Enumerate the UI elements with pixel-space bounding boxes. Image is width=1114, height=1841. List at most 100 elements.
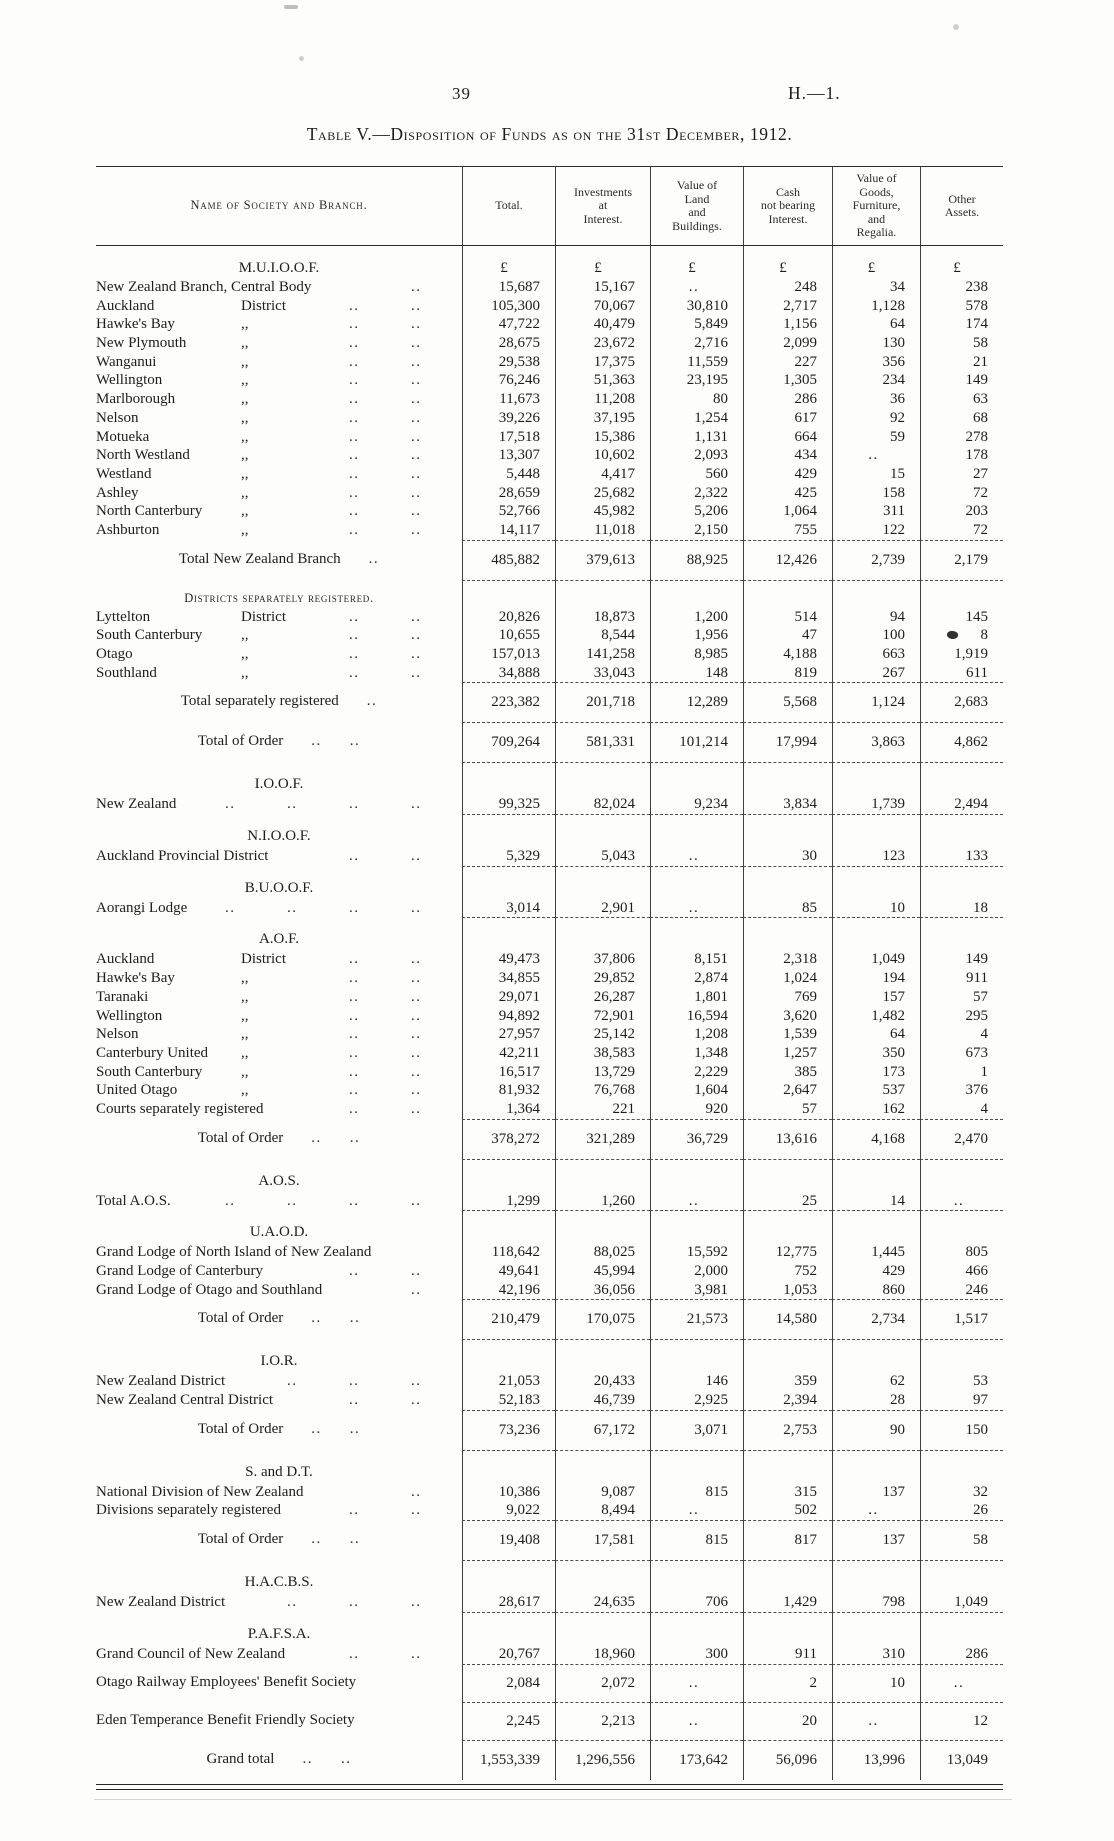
value-cell: 5,206 bbox=[650, 502, 743, 521]
value-cell: 673 bbox=[920, 1043, 1003, 1063]
name-cell: Hawke's Bay,,.... bbox=[96, 315, 462, 334]
district-or-ditto-mark: ,, bbox=[241, 627, 249, 644]
value-cell: .. bbox=[650, 1501, 743, 1521]
value-cell: 815 bbox=[650, 1520, 743, 1561]
value-cell: 356 bbox=[832, 352, 920, 372]
section-heading-row: U.A.O.D. bbox=[96, 1210, 1003, 1244]
leader-dots: .. bbox=[411, 1594, 422, 1611]
value-cell: 4 bbox=[920, 1025, 1003, 1044]
name-cell: Courts separately registered.... bbox=[96, 1100, 462, 1119]
value-cell bbox=[650, 1611, 743, 1645]
table-row: Wellington,,.... 94,892 72,901 16,594 3,620 1… bbox=[96, 1006, 1003, 1026]
value-cell bbox=[462, 1210, 555, 1244]
value-cell: 560 bbox=[650, 464, 743, 484]
value-cell: 5,329 bbox=[462, 847, 555, 866]
table-row: Eden Temperance Benefit Friendly Society… bbox=[96, 1701, 1003, 1740]
value-cell: 311 bbox=[832, 502, 920, 521]
leader-dots: .. bbox=[411, 1007, 422, 1024]
value-cell: 11,559 bbox=[650, 352, 743, 372]
value-cell: 28,675 bbox=[462, 334, 555, 353]
value-cell bbox=[650, 1560, 743, 1594]
value-cell: 122 bbox=[832, 520, 920, 540]
value-cell bbox=[555, 762, 650, 796]
value-cell bbox=[743, 579, 832, 608]
row-label: M.U.I.O.O.F. bbox=[238, 260, 320, 276]
value-cell: 194 bbox=[832, 969, 920, 988]
row-label: U.A.O.D. bbox=[249, 1224, 309, 1241]
row-label: Total of Order bbox=[197, 1420, 284, 1437]
leader-dots: .. bbox=[411, 316, 422, 333]
value-cell: 170,075 bbox=[555, 1299, 650, 1340]
table-row: Nelson,,.... 27,957 25,142 1,208 1,539 64 4 bbox=[96, 1025, 1003, 1044]
value-cell: 101,214 bbox=[650, 722, 743, 763]
value-cell: 1,131 bbox=[650, 427, 743, 447]
district-or-ditto-mark: ,, bbox=[241, 503, 249, 520]
value-cell: 466 bbox=[920, 1262, 1003, 1281]
value-cell: 130 bbox=[832, 334, 920, 353]
value-cell: 9,234 bbox=[650, 795, 743, 815]
leader-dots: .. bbox=[368, 550, 380, 567]
name-cell: I.O.R. bbox=[96, 1339, 462, 1371]
value-cell: 178 bbox=[920, 446, 1003, 465]
value-cell bbox=[920, 1449, 1003, 1483]
value-cell: 49,473 bbox=[462, 950, 555, 970]
total-row: Total of Order.... 19,408 17,581 815 817 137 5… bbox=[96, 1520, 1003, 1561]
value-cell: 173,642 bbox=[650, 1739, 743, 1780]
leader-dots: .. bbox=[287, 796, 298, 813]
value-cell: 85 bbox=[743, 898, 832, 918]
value-cell: 137 bbox=[832, 1482, 920, 1502]
section-heading-row: P.A.F.S.A. bbox=[96, 1611, 1003, 1645]
value-cell: 201,718 bbox=[555, 682, 650, 723]
leader-dots: .. bbox=[349, 484, 360, 501]
section-heading-row: B.U.O.O.F. bbox=[96, 865, 1003, 899]
leader-dots: .. bbox=[311, 1531, 322, 1548]
leader-dots: .. bbox=[411, 503, 422, 520]
leader-dots: .. bbox=[225, 796, 236, 813]
table-row: Otago Railway Employees' Benefit Society… bbox=[96, 1663, 1003, 1702]
table-row: Otago,,.... 157,013 141,258 8,985 4,188 663 1,… bbox=[96, 645, 1003, 664]
leader-dots: .. bbox=[311, 1310, 322, 1327]
value-cell: 15,687 bbox=[462, 278, 555, 297]
value-cell bbox=[555, 917, 650, 951]
value-cell bbox=[832, 1339, 920, 1373]
value-cell: 73,236 bbox=[462, 1409, 555, 1450]
district-or-ditto-mark: ,, bbox=[241, 970, 249, 987]
value-cell: 920 bbox=[650, 1099, 743, 1119]
name-cell: Total of Order.... bbox=[96, 722, 462, 761]
leader-dots: .. bbox=[411, 608, 422, 625]
leader-dots: .. bbox=[349, 1310, 361, 1327]
value-cell: .. bbox=[832, 446, 920, 465]
total-row: Grand total.... 1,553,339 1,296,556 173,642… bbox=[96, 1739, 1003, 1780]
leader-dots: .. bbox=[411, 627, 422, 644]
leader-dots: .. bbox=[287, 1594, 298, 1611]
value-cell: 1,124 bbox=[832, 682, 920, 723]
district-or-ditto-mark: ,, bbox=[241, 428, 249, 445]
value-cell: 45,982 bbox=[555, 502, 650, 521]
row-label: Total New Zealand Branch bbox=[178, 550, 341, 567]
value-cell: 24,635 bbox=[555, 1593, 650, 1612]
leader-dots: .. bbox=[411, 1082, 422, 1099]
value-cell: 2,734 bbox=[832, 1299, 920, 1340]
value-cell: 234 bbox=[832, 371, 920, 391]
value-cell: 59 bbox=[832, 427, 920, 447]
value-cell: 14 bbox=[832, 1191, 920, 1211]
leader-dots: .. bbox=[411, 1645, 422, 1662]
leader-dots: .. bbox=[349, 1129, 361, 1146]
district-or-ditto-mark: ,, bbox=[241, 521, 249, 538]
value-cell: 29,071 bbox=[462, 987, 555, 1007]
row-label: Total A.O.S. bbox=[96, 1192, 171, 1209]
value-cell: 67,172 bbox=[555, 1409, 650, 1450]
leader-dots: .. bbox=[411, 899, 422, 916]
table-row: Wellington,,.... 76,246 51,363 23,195 1,305 2… bbox=[96, 371, 1003, 391]
value-cell: 14,580 bbox=[743, 1299, 832, 1340]
value-cell: 8,494 bbox=[555, 1501, 650, 1521]
value-cell: 278 bbox=[920, 427, 1003, 447]
name-cell: South Canterbury,,.... bbox=[96, 626, 462, 645]
value-cell bbox=[832, 865, 920, 899]
value-cell: 1,553,339 bbox=[462, 1739, 555, 1780]
table-row: New Zealand Central District.... 52,183 46… bbox=[96, 1391, 1003, 1410]
value-cell: 425 bbox=[743, 483, 832, 503]
table-row: Grand Lodge of Canterbury.... 49,641 45,99… bbox=[96, 1262, 1003, 1281]
value-cell: 664 bbox=[743, 427, 832, 447]
leader-dots: .. bbox=[302, 1750, 313, 1767]
